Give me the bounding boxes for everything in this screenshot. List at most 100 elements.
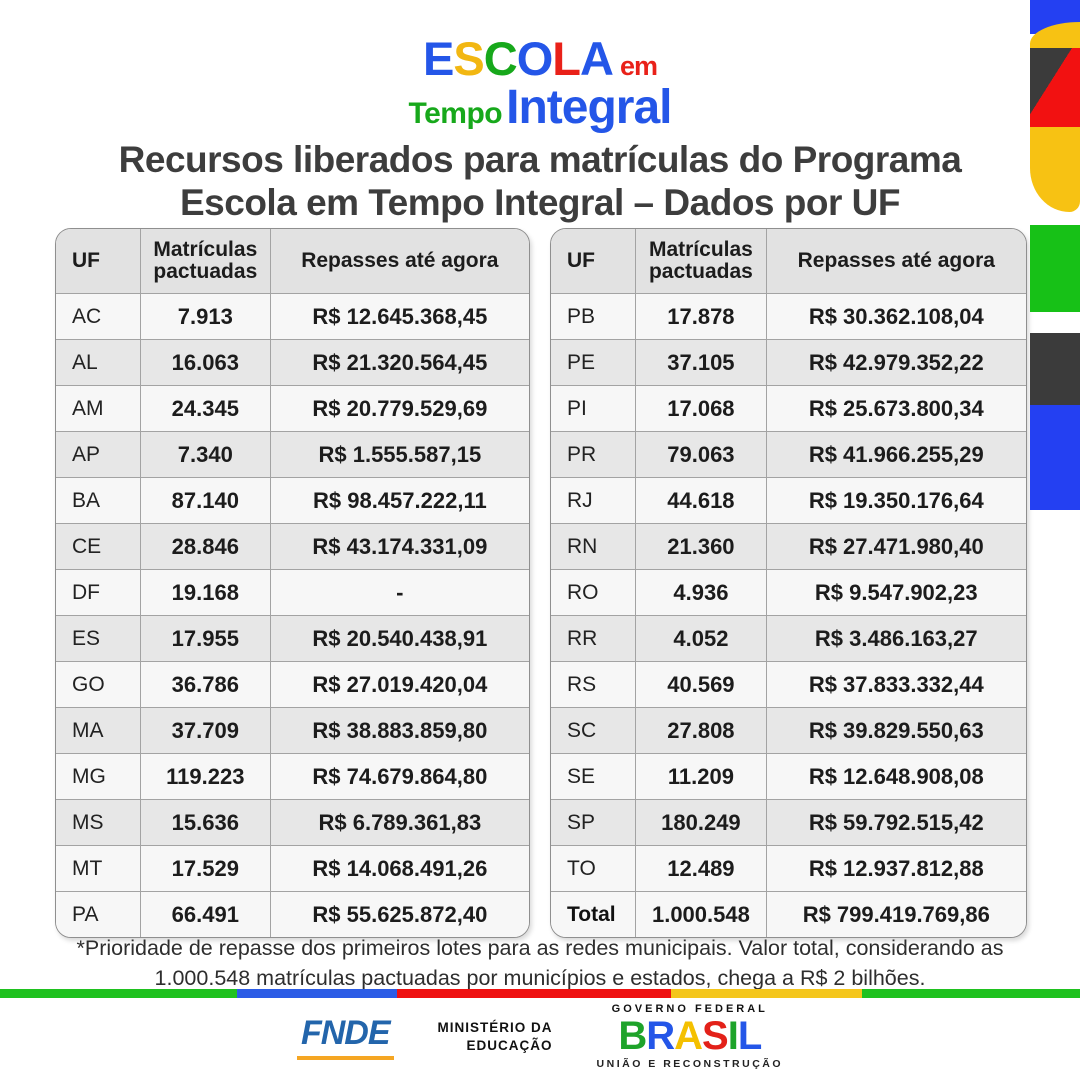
- table-row: PE 37.105 R$ 42.979.352,22: [551, 339, 1026, 386]
- cell-repasses: R$ 25.673.800,34: [765, 385, 1026, 432]
- cell-uf: SP: [551, 799, 637, 846]
- table-row: PR 79.063 R$ 41.966.255,29: [551, 431, 1026, 478]
- cell-matriculas: 17.068: [635, 385, 767, 432]
- stripe-segment: [397, 989, 671, 998]
- cell-uf: AC: [56, 293, 141, 340]
- cell-matriculas: 17.878: [635, 293, 767, 340]
- footer-logos: FNDE MINISTÉRIO DA EDUCAÇÃO GOVERNO FEDE…: [0, 1004, 1080, 1070]
- cell-repasses: -: [269, 569, 529, 616]
- cell-repasses: R$ 27.019.420,04: [269, 661, 529, 708]
- table-row: CE 28.846 R$ 43.174.331,09: [56, 523, 529, 570]
- cell-uf: ES: [56, 615, 141, 662]
- decor-block-blue-bottom: [1030, 405, 1080, 510]
- cell-matriculas: 44.618: [635, 477, 767, 524]
- cell-repasses: R$ 39.829.550,63: [765, 707, 1026, 754]
- header-uf: UF: [551, 229, 637, 294]
- cell-matriculas: 15.636: [139, 799, 271, 846]
- cell-uf: AM: [56, 385, 141, 432]
- logo-em-text: em: [619, 51, 658, 81]
- program-logo: ESCOLA em TempoIntegral: [0, 35, 1080, 135]
- cell-matriculas: 12.489: [635, 845, 767, 892]
- stripe-segment: [861, 989, 1080, 998]
- table-row: ES 17.955 R$ 20.540.438,91: [56, 615, 529, 662]
- cell-matriculas: 37.709: [139, 707, 271, 754]
- page-title: Recursos liberados para matrículas do Pr…: [0, 138, 1080, 225]
- cell-matriculas: 87.140: [139, 477, 271, 524]
- table-row: Total 1.000.548 R$ 799.419.769,86: [551, 891, 1026, 937]
- cell-repasses: R$ 799.419.769,86: [765, 891, 1026, 937]
- header-repasses: Repasses até agora: [765, 229, 1026, 294]
- cell-repasses: R$ 38.883.859,80: [269, 707, 529, 754]
- ministry-education-logo: MINISTÉRIO DA EDUCAÇÃO: [438, 1019, 553, 1054]
- table-row: MS 15.636 R$ 6.789.361,83: [56, 799, 529, 846]
- decor-block-dark-red: [1030, 48, 1080, 127]
- table-row: RR 4.052 R$ 3.486.163,27: [551, 615, 1026, 662]
- decor-block-dark: [1030, 333, 1080, 405]
- cell-uf: TO: [551, 845, 637, 892]
- table-row: AL 16.063 R$ 21.320.564,45: [56, 339, 529, 386]
- cell-repasses: R$ 1.555.587,15: [269, 431, 529, 478]
- cell-uf: PB: [551, 293, 637, 340]
- cell-uf: RJ: [551, 477, 637, 524]
- cell-repasses: R$ 6.789.361,83: [269, 799, 529, 846]
- cell-uf: PA: [56, 891, 141, 937]
- cell-matriculas: 27.808: [635, 707, 767, 754]
- cell-uf: PI: [551, 385, 637, 432]
- table-row: BA 87.140 R$ 98.457.222,11: [56, 477, 529, 524]
- table-row: DF 19.168-: [56, 569, 529, 616]
- cell-repasses: R$ 43.174.331,09: [269, 523, 529, 570]
- cell-matriculas: 119.223: [139, 753, 271, 800]
- decor-block-green: [1030, 225, 1080, 312]
- cell-uf: MG: [56, 753, 141, 800]
- header-uf: UF: [56, 229, 141, 294]
- table-row: PA 66.491 R$ 55.625.872,40: [56, 891, 529, 937]
- table-row: AC 7.913 R$ 12.645.368,45: [56, 293, 529, 340]
- cell-matriculas: 7.340: [139, 431, 271, 478]
- fnde-logo: FNDE: [296, 1014, 394, 1060]
- stripe-segment: [0, 989, 237, 998]
- cell-repasses: R$ 9.547.902,23: [765, 569, 1026, 616]
- stripe-segment: [670, 989, 862, 998]
- cell-uf: Total: [551, 891, 637, 937]
- table-body-left: AC 7.913 R$ 12.645.368,45 AL 16.063 R$ 21.320…: [56, 293, 529, 937]
- cell-matriculas: 28.846: [139, 523, 271, 570]
- cell-uf: RS: [551, 661, 637, 708]
- cell-repasses: R$ 3.486.163,27: [765, 615, 1026, 662]
- governo-federal-logo: GOVERNO FEDERAL BRASIL UNIÃO E RECONSTRU…: [597, 1004, 784, 1070]
- cell-uf: CE: [56, 523, 141, 570]
- cell-repasses: R$ 12.937.812,88: [765, 845, 1026, 892]
- cell-uf: SC: [551, 707, 637, 754]
- cell-repasses: R$ 37.833.332,44: [765, 661, 1026, 708]
- cell-uf: AL: [56, 339, 141, 386]
- logo-escola-text: ESCOLA: [423, 32, 614, 85]
- cell-uf: GO: [56, 661, 141, 708]
- cell-repasses: R$ 55.625.872,40: [269, 891, 529, 937]
- header-repasses: Repasses até agora: [269, 229, 529, 294]
- cell-repasses: R$ 59.792.515,42: [765, 799, 1026, 846]
- ministry-line1: MINISTÉRIO DA: [437, 1020, 553, 1036]
- table-row: SC 27.808 R$ 39.829.550,63: [551, 707, 1026, 754]
- cell-uf: MA: [56, 707, 141, 754]
- cell-matriculas: 19.168: [139, 569, 271, 616]
- cell-repasses: R$ 30.362.108,04: [765, 293, 1026, 340]
- cell-matriculas: 180.249: [635, 799, 767, 846]
- logo-integral-text: Integral: [506, 81, 672, 135]
- table-body-right: PB 17.878 R$ 30.362.108,04 PE 37.105 R$ 42.97…: [551, 293, 1026, 937]
- table-row: AP 7.340 R$ 1.555.587,15: [56, 431, 529, 478]
- brasil-wordmark: BRASIL: [618, 1014, 762, 1058]
- cell-matriculas: 4.052: [635, 615, 767, 662]
- cell-matriculas: 24.345: [139, 385, 271, 432]
- table-header-row: UF Matrículas pactuadas Repasses até ago…: [551, 229, 1026, 294]
- table-row: MT 17.529 R$ 14.068.491,26: [56, 845, 529, 892]
- uf-table-left: UF Matrículas pactuadas Repasses até ago…: [55, 228, 530, 938]
- cell-matriculas: 16.063: [139, 339, 271, 386]
- stripe-segment: [236, 989, 398, 998]
- bottom-color-stripe: [0, 989, 1080, 998]
- cell-uf: DF: [56, 569, 141, 616]
- cell-uf: RR: [551, 615, 637, 662]
- ministry-line2: EDUCAÇÃO: [466, 1037, 553, 1053]
- table-row: RN 21.360 R$ 27.471.980,40: [551, 523, 1026, 570]
- footnote-line1: *Prioridade de repasse dos primeiros lot…: [76, 936, 1004, 960]
- cell-repasses: R$ 98.457.222,11: [269, 477, 529, 524]
- cell-repasses: R$ 19.350.176,64: [765, 477, 1026, 524]
